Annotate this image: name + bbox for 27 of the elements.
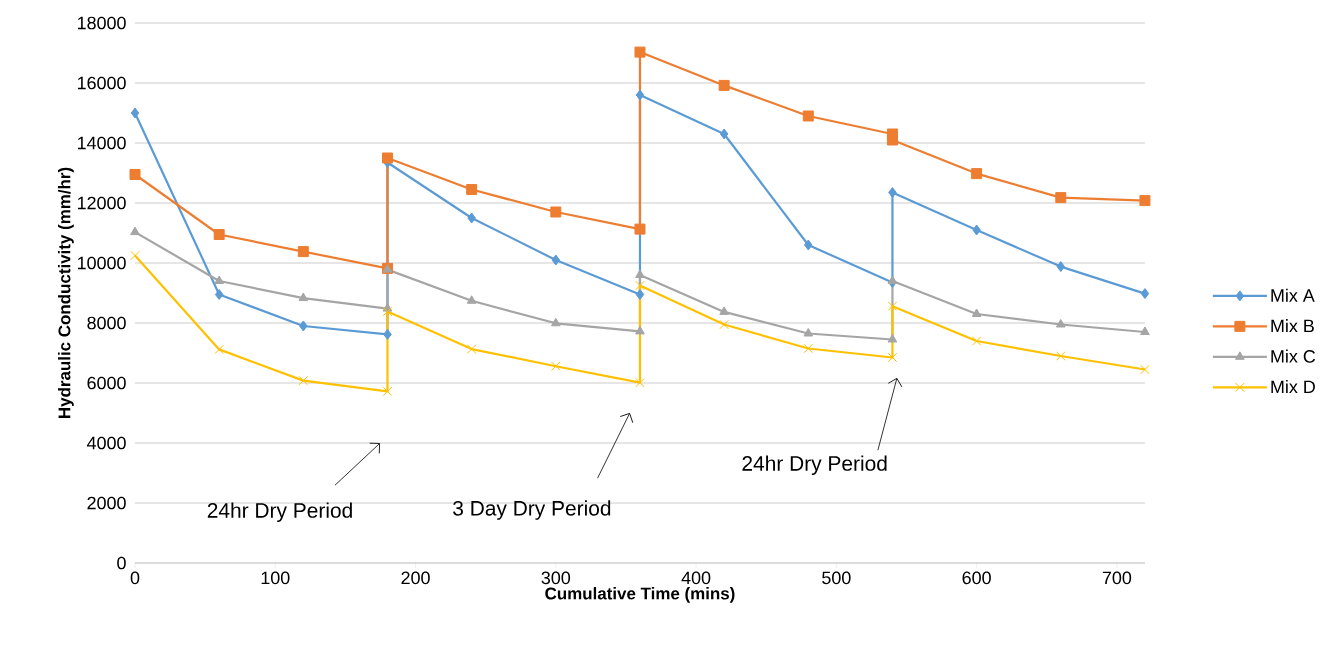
x-tick-label: 100 (261, 571, 290, 585)
y-tick-label: 18000 (77, 16, 126, 30)
annotation: 24hr Dry Period (742, 455, 887, 476)
x-tick-label: 300 (541, 571, 571, 585)
y-tick-label: 0 (117, 556, 126, 570)
legend-label: Mix D (1271, 380, 1315, 394)
y-tick-label: 16000 (77, 76, 126, 90)
x-tick-label: 0 (130, 571, 140, 585)
x-tick-label: 500 (822, 571, 851, 585)
y-tick-label: 2000 (87, 496, 126, 510)
legend-label: Mix B (1271, 319, 1314, 333)
x-tick-label: 700 (1102, 571, 1132, 585)
y-tick-label: 6000 (87, 376, 126, 390)
y-tick-label: 14000 (77, 136, 126, 150)
legend-label: Mix A (1271, 288, 1315, 302)
y-tick-label: 8000 (87, 316, 126, 330)
y-tick-label: 12000 (77, 196, 126, 210)
x-tick-label: 400 (681, 571, 711, 585)
y-tick-label: 4000 (86, 436, 126, 450)
x-tick-label: 600 (962, 571, 991, 585)
annotation: 3 Day Dry Period (453, 500, 611, 520)
x-axis-title: Cumulative Time (mins) (545, 587, 735, 603)
y-axis-title: Hydraulic Conductivity (mm/hr) (57, 167, 74, 418)
x-tick-label: 200 (401, 571, 430, 585)
legend-label: Mix C (1271, 349, 1316, 363)
annotation: 24hr Dry Period (207, 502, 352, 522)
y-tick-label: 10000 (77, 256, 126, 270)
